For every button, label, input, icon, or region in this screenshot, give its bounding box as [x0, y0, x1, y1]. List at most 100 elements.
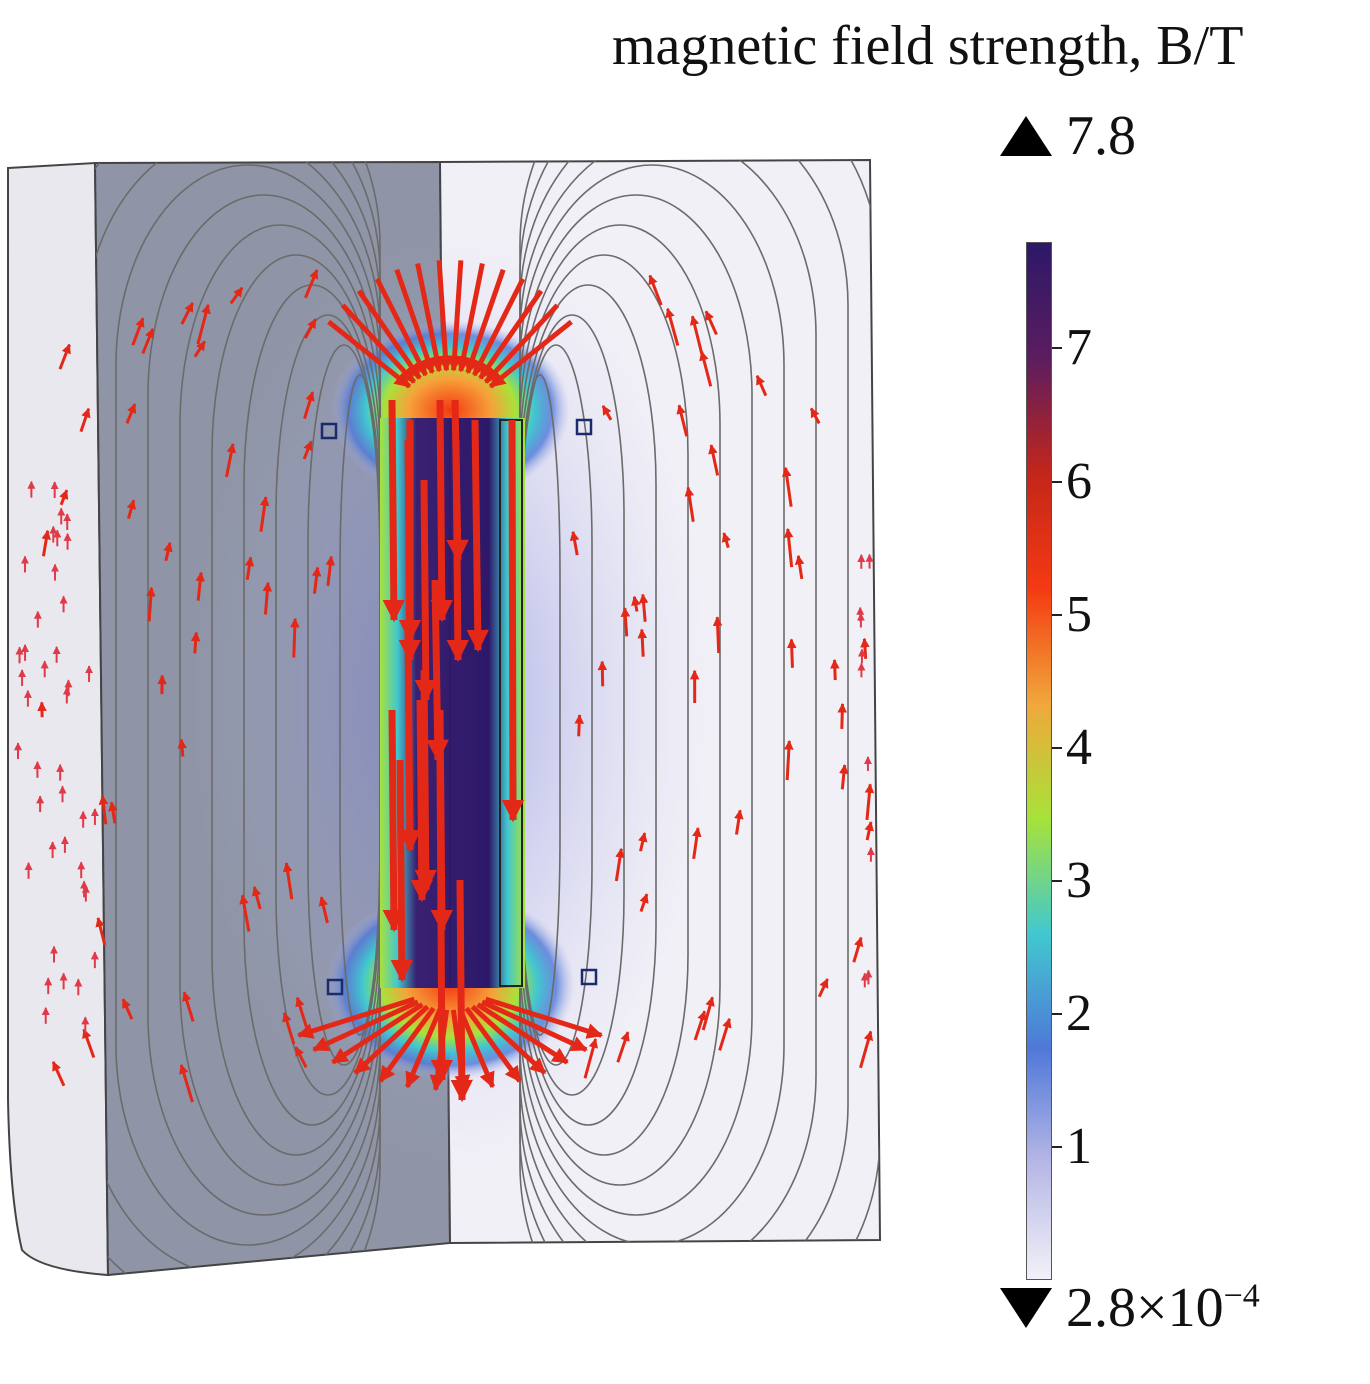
field-arrow: [692, 827, 702, 860]
field-arrow: [734, 809, 744, 835]
field-arrow: [639, 893, 649, 913]
field-arrow: [784, 740, 794, 781]
field-arrow: [325, 555, 336, 586]
field-arrow: [259, 496, 270, 532]
field-arrow: [470, 1004, 547, 1075]
field-arrow: [398, 629, 422, 853]
field-arrow: [466, 419, 489, 653]
field-arrow: [382, 709, 406, 933]
field-arrow: [457, 1008, 495, 1089]
field-arrow: [712, 616, 723, 654]
field-arrow: [693, 1010, 707, 1041]
field-arrow: [415, 263, 445, 373]
field-arrow: [177, 738, 187, 757]
field-arrow: [290, 617, 300, 658]
legend-max-label: 7.8: [1066, 105, 1136, 167]
field-arrow: [708, 444, 720, 476]
min-triangle-icon: [1000, 1288, 1052, 1328]
colorbar-tick: [1052, 1145, 1062, 1148]
field-arrow: [429, 1009, 450, 1092]
field-arrow: [620, 607, 631, 637]
field-arrow: [180, 302, 194, 325]
field-arrow: [699, 350, 713, 387]
field-arrow: [410, 699, 433, 903]
field-arrow: [464, 1006, 522, 1083]
colorbar-tick-label: 4: [1066, 718, 1092, 776]
field-arrow: [817, 978, 829, 998]
field-arrow: [193, 340, 207, 358]
field-arrow: [689, 315, 704, 357]
field-arrow: [637, 628, 648, 657]
field-arrow: [721, 532, 731, 549]
field-arrow: [318, 896, 329, 924]
field-arrow: [95, 917, 107, 946]
field-arrow: [146, 586, 156, 622]
field-arrow: [353, 1004, 430, 1075]
field-arrow: [303, 391, 315, 420]
field-arrow: [327, 319, 412, 389]
field-arrow: [251, 886, 262, 910]
field-arrow: [195, 571, 205, 601]
field-arrow: [446, 260, 464, 372]
field-arrow: [182, 991, 195, 1022]
field-arrow: [382, 399, 406, 623]
field-arrow: [302, 440, 313, 460]
field-arrow: [294, 1046, 308, 1068]
field-arrow: [864, 783, 875, 821]
field-arrow: [297, 996, 416, 1039]
field-arrow: [414, 479, 438, 703]
field-arrow: [59, 489, 69, 506]
field-arrow: [356, 289, 422, 380]
field-arrow: [786, 638, 797, 668]
field-arrow: [430, 399, 454, 623]
field-arrow: [414, 669, 438, 893]
field-arrow: [704, 310, 718, 336]
field-arrow: [601, 405, 613, 421]
field-arrow: [79, 407, 91, 433]
legend-max: 7.8: [1000, 104, 1136, 168]
field-arrow: [51, 1060, 66, 1087]
field-arrow: [837, 702, 848, 729]
colorbar-tick-label: 3: [1066, 851, 1092, 909]
colorbar-tick-label: 7: [1066, 319, 1092, 377]
colorbar-tick: [1052, 480, 1062, 483]
field-arrow: [163, 541, 173, 562]
colorbar-tick-label: 6: [1066, 452, 1092, 510]
field-arrow: [426, 579, 449, 763]
field-arrow: [464, 268, 506, 375]
field-arrow: [597, 660, 608, 687]
field-arrow: [830, 659, 840, 681]
field-arrow: [488, 319, 573, 389]
colorbar-tick-label: 1: [1066, 1117, 1092, 1175]
field-arrow: [262, 581, 273, 615]
field-arrow: [225, 443, 237, 478]
coil-marker-top-right: [575, 418, 593, 436]
legend-title: magnetic field strength, B/T: [612, 15, 1244, 77]
field-arrow: [701, 996, 715, 1031]
field-arrow: [126, 499, 136, 520]
field-arrow: [430, 759, 454, 1083]
field-arrow: [484, 996, 603, 1039]
field-arrow: [190, 631, 201, 654]
colorbar-tick: [1052, 879, 1062, 882]
field-arrow: [839, 764, 849, 790]
field-arrow: [852, 936, 864, 963]
field-arrow: [82, 1028, 96, 1059]
field-arrow: [569, 530, 580, 556]
field-arrow: [303, 318, 317, 339]
field-arrow: [665, 307, 680, 346]
field-arrow: [229, 286, 244, 305]
colorbar-tick-label: 2: [1066, 984, 1092, 1042]
field-arrow: [121, 998, 134, 1020]
outer-shell-face: [7, 161, 110, 1277]
field-arrow: [331, 1002, 424, 1065]
field-arrow: [455, 263, 485, 373]
field-arrow: [131, 317, 145, 346]
field-arrow: [809, 407, 821, 425]
field-arrow: [478, 289, 544, 380]
field-arrow: [179, 1064, 194, 1103]
coil-marker-bottom-left: [326, 978, 344, 996]
field-arrow: [282, 862, 294, 900]
field-arrow: [472, 277, 526, 377]
